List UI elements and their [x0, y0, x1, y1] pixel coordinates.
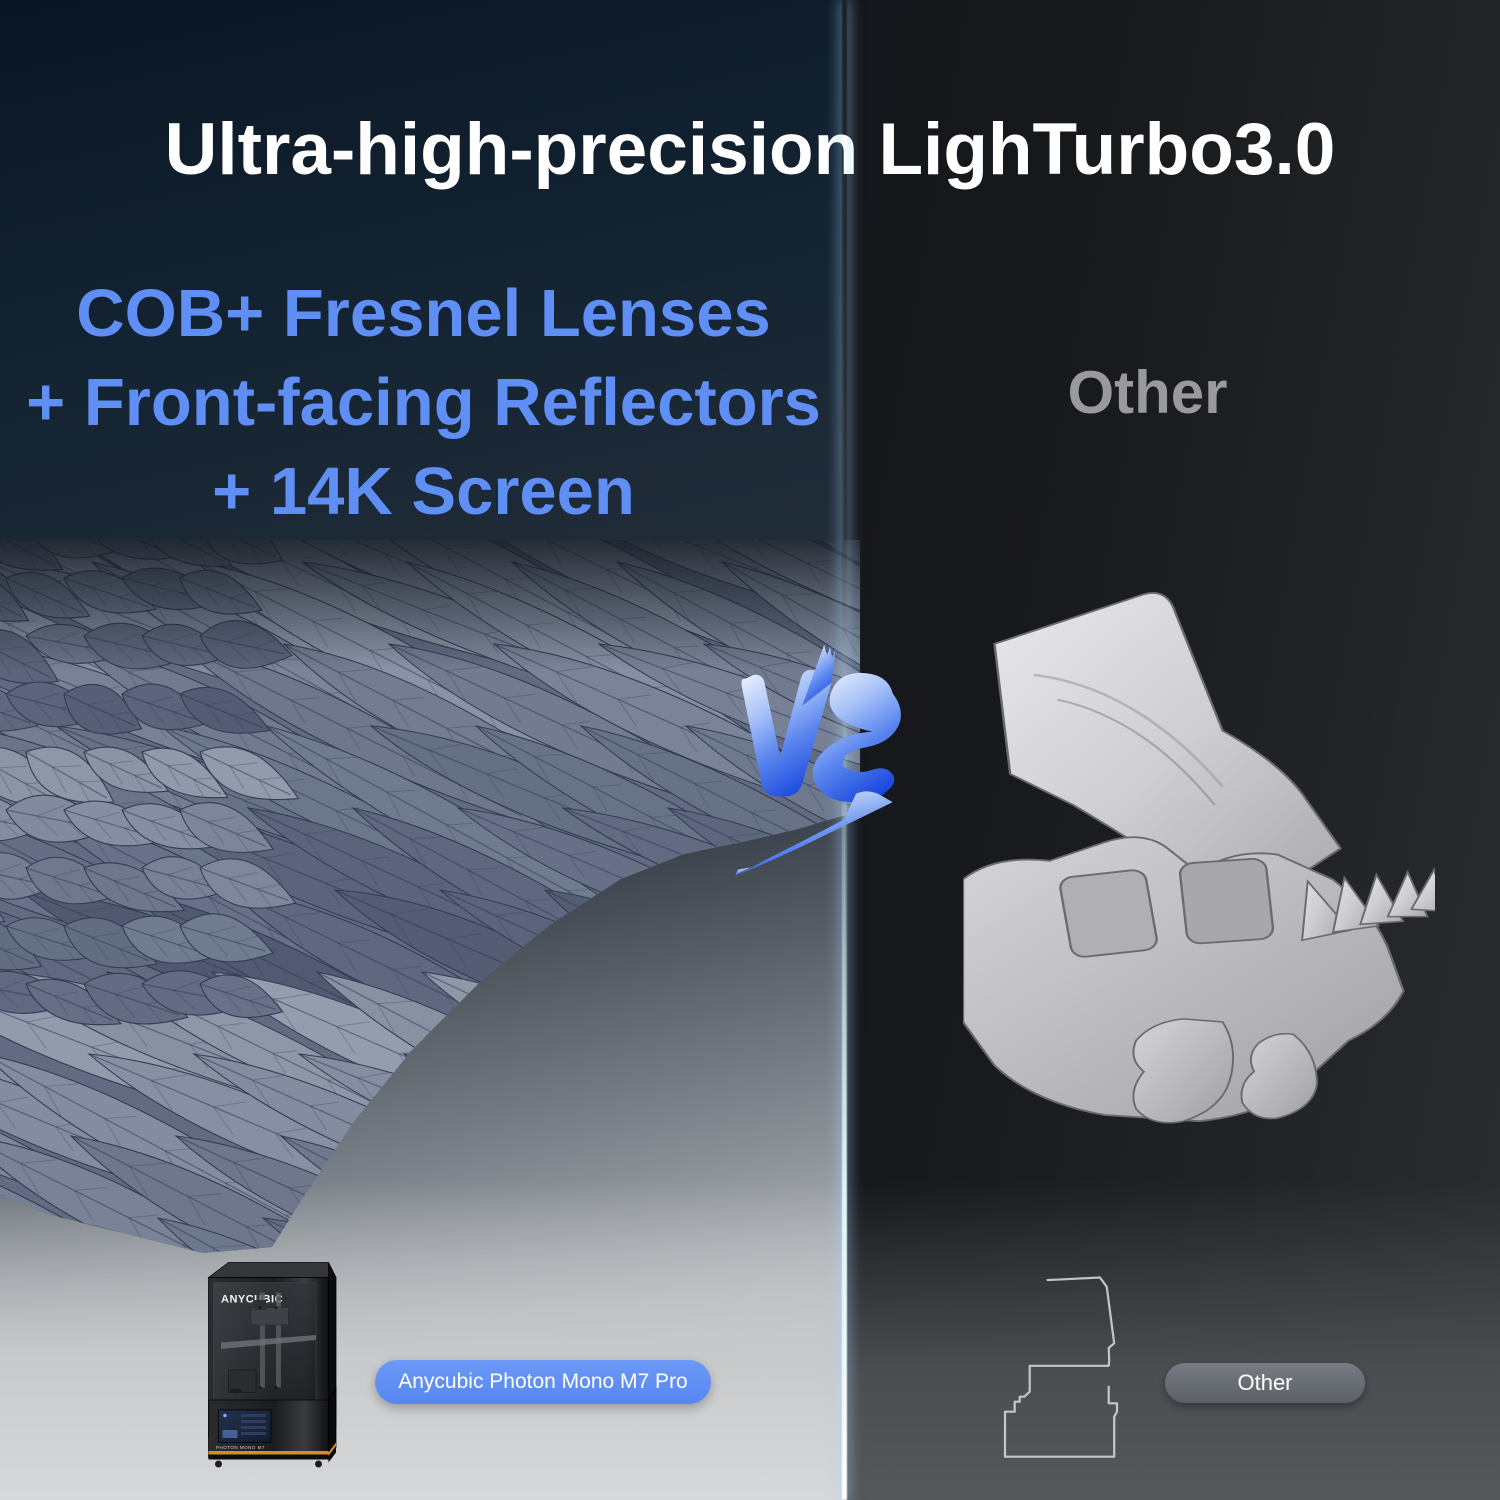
- svg-text:ANYCUBIC: ANYCUBIC: [221, 1294, 283, 1306]
- svg-text:PHOTON MONO M7: PHOTON MONO M7: [216, 1445, 265, 1450]
